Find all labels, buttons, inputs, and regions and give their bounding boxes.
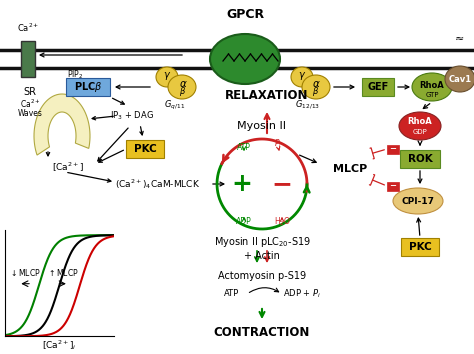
Text: $\alpha$: $\alpha$ xyxy=(179,79,187,89)
Text: ADP + $P_i$: ADP + $P_i$ xyxy=(283,288,321,300)
Text: ATP: ATP xyxy=(224,290,240,298)
Text: SR: SR xyxy=(24,87,36,97)
Text: +: + xyxy=(232,172,253,196)
Polygon shape xyxy=(34,94,90,155)
Text: GEF: GEF xyxy=(367,82,389,92)
Ellipse shape xyxy=(291,67,313,87)
Text: + Actin: + Actin xyxy=(244,251,280,261)
Ellipse shape xyxy=(399,112,441,140)
Bar xyxy=(126,140,164,158)
Text: RELAXATION: RELAXATION xyxy=(225,89,309,102)
Text: H$_2$O: H$_2$O xyxy=(273,216,291,228)
Text: −: − xyxy=(390,144,396,153)
Text: GTP: GTP xyxy=(425,92,439,98)
X-axis label: [Ca$^{2+}$]$_i$: [Ca$^{2+}$]$_i$ xyxy=(42,338,77,352)
Ellipse shape xyxy=(393,188,443,214)
Text: $\gamma$: $\gamma$ xyxy=(298,70,306,82)
Text: $\beta$: $\beta$ xyxy=(312,86,319,98)
Text: Ca$^{2+}$: Ca$^{2+}$ xyxy=(17,22,39,34)
Text: G$_{q/11}$: G$_{q/11}$ xyxy=(164,98,185,112)
Text: CPI-17: CPI-17 xyxy=(401,196,435,206)
Ellipse shape xyxy=(156,67,178,87)
Bar xyxy=(362,78,394,96)
Text: PKC: PKC xyxy=(134,144,156,154)
Text: IP$_3$ + DAG: IP$_3$ + DAG xyxy=(110,110,154,122)
Text: $\uparrow$MLCP: $\uparrow$MLCP xyxy=(47,267,79,278)
Text: GPCR: GPCR xyxy=(226,8,264,21)
Text: $P_i$: $P_i$ xyxy=(274,138,282,150)
Ellipse shape xyxy=(302,75,330,99)
Ellipse shape xyxy=(445,66,474,92)
Text: CONTRACTION: CONTRACTION xyxy=(214,325,310,338)
Text: Myosin II: Myosin II xyxy=(237,121,286,131)
Ellipse shape xyxy=(412,73,452,101)
Text: $\gamma$: $\gamma$ xyxy=(163,70,171,82)
Text: ADP: ADP xyxy=(236,217,252,227)
Text: PLC$\beta$: PLC$\beta$ xyxy=(74,80,102,94)
Text: ROK: ROK xyxy=(408,154,432,164)
Text: RhoA: RhoA xyxy=(419,80,444,90)
Text: G$_{12/13}$: G$_{12/13}$ xyxy=(295,99,320,112)
Bar xyxy=(387,182,399,190)
Text: Cav1: Cav1 xyxy=(448,74,472,84)
Text: −: − xyxy=(272,172,292,196)
Text: [Ca$^{2+}$]: [Ca$^{2+}$] xyxy=(52,160,84,173)
Text: ATP: ATP xyxy=(237,143,251,152)
Bar xyxy=(66,78,110,96)
Ellipse shape xyxy=(210,34,280,84)
Text: $\beta$: $\beta$ xyxy=(180,86,187,98)
Text: PKC: PKC xyxy=(409,242,431,252)
Y-axis label: pLC$_{20}$ or FORCE: pLC$_{20}$ or FORCE xyxy=(0,251,3,315)
Text: MLCP: MLCP xyxy=(333,164,367,174)
Text: Waves: Waves xyxy=(18,109,43,119)
Text: ≈: ≈ xyxy=(456,34,465,44)
Text: RhoA: RhoA xyxy=(408,118,432,126)
Bar xyxy=(400,150,440,168)
Text: $\downarrow$MLCP: $\downarrow$MLCP xyxy=(9,267,41,278)
Bar xyxy=(387,144,399,154)
Bar xyxy=(401,238,439,256)
Ellipse shape xyxy=(168,75,196,99)
Text: GDP: GDP xyxy=(413,129,428,135)
Text: (Ca$^{2+}$)$_4$CaM-MLCK: (Ca$^{2+}$)$_4$CaM-MLCK xyxy=(115,177,201,191)
Text: Ca$^{2+}$: Ca$^{2+}$ xyxy=(20,98,40,110)
Text: −: − xyxy=(390,181,396,190)
Bar xyxy=(21,41,35,77)
Text: $\alpha$: $\alpha$ xyxy=(312,79,320,89)
Text: Myosin II pLC$_{20}$-S19: Myosin II pLC$_{20}$-S19 xyxy=(213,235,310,249)
Text: Actomyosin p-S19: Actomyosin p-S19 xyxy=(218,271,306,281)
Text: PIP$_2$: PIP$_2$ xyxy=(67,69,83,81)
